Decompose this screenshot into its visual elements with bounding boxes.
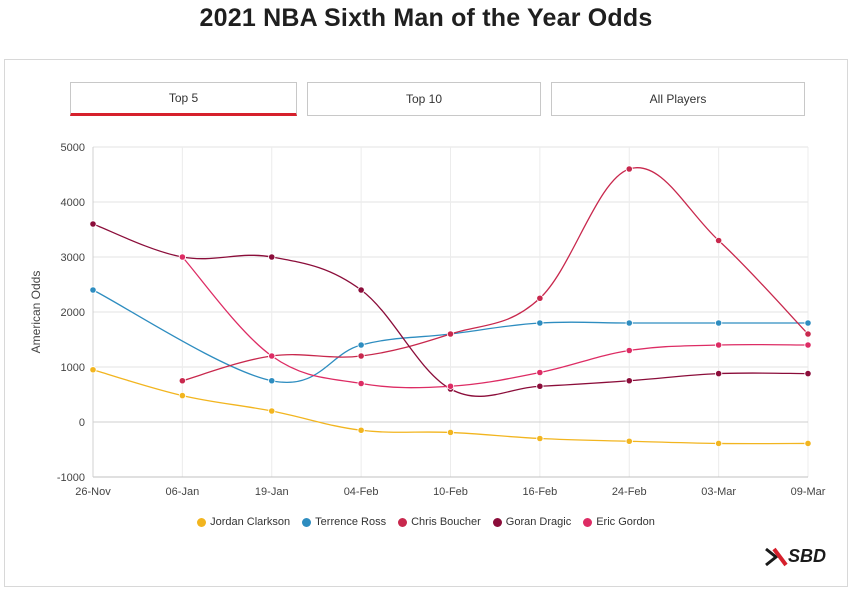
data-point-eric-gordon <box>536 368 544 377</box>
legend-item[interactable]: Goran Dragic <box>492 516 572 528</box>
y-tick-label: 2000 <box>61 307 85 319</box>
data-point-jordan-clarkson <box>625 437 633 445</box>
data-point-terrence-ross <box>804 319 812 327</box>
tab-top-10[interactable]: Top 10 <box>307 82 541 116</box>
y-tick-label: 1000 <box>61 362 85 374</box>
x-tick-label: 19-Jan <box>255 486 289 498</box>
data-point-goran-dragic <box>536 382 544 390</box>
data-point-jordan-clarkson <box>268 407 276 415</box>
data-point-jordan-clarkson <box>357 426 365 434</box>
data-point-eric-gordon <box>446 382 455 390</box>
data-point-terrence-ross <box>536 319 544 327</box>
data-point-jordan-clarkson <box>715 439 723 448</box>
legend-marker-icon <box>302 517 312 527</box>
x-tick-label: 04-Feb <box>344 486 379 498</box>
x-tick-label: 24-Feb <box>612 486 647 498</box>
y-tick-label: 5000 <box>61 142 85 154</box>
legend-item[interactable]: Chris Boucher <box>398 516 481 528</box>
tab-all-players[interactable]: All Players <box>551 82 805 116</box>
x-tick-label: 06-Jan <box>166 486 200 498</box>
data-point-goran-dragic <box>804 369 812 378</box>
tab-top-5[interactable]: Top 5 <box>70 82 297 116</box>
legend-item[interactable]: Jordan Clarkson <box>197 516 290 528</box>
data-point-eric-gordon <box>357 379 365 388</box>
legend-marker-icon <box>197 517 207 527</box>
data-point-chris-boucher <box>446 330 455 338</box>
data-point-jordan-clarkson <box>804 439 812 448</box>
y-tick-label: 0 <box>79 417 85 429</box>
data-point-chris-boucher <box>625 165 633 173</box>
data-point-eric-gordon <box>268 352 276 360</box>
data-point-goran-dragic <box>89 220 97 228</box>
x-tick-label: 03-Mar <box>701 486 736 498</box>
data-point-terrence-ross <box>625 319 633 327</box>
y-tick-label: -1000 <box>57 472 85 484</box>
tab-top-5-label: Top 5 <box>168 91 199 105</box>
legend-item[interactable]: Terrence Ross <box>302 516 386 528</box>
data-point-goran-dragic <box>268 253 276 261</box>
legend-label: Eric Gordon <box>596 516 655 528</box>
legend-marker-icon <box>583 517 593 527</box>
legend-label: Goran Dragic <box>505 516 572 528</box>
data-point-eric-gordon <box>178 253 186 261</box>
x-tick-label: 10-Feb <box>433 486 468 498</box>
data-point-terrence-ross <box>357 341 365 349</box>
tab-top-10-label: Top 10 <box>405 92 443 106</box>
data-point-chris-boucher <box>804 330 812 338</box>
chart-legend: Jordan Clarkson Terrence Ross Chris Bouche… <box>0 516 852 528</box>
x-tick-label: 16-Feb <box>522 486 557 498</box>
data-point-jordan-clarkson <box>446 428 455 437</box>
y-tick-label: 3000 <box>61 252 85 264</box>
sbd-logo: SBD <box>764 546 826 567</box>
page-title: 2021 NBA Sixth Man of the Year Odds <box>199 4 653 32</box>
data-point-jordan-clarkson <box>178 391 186 400</box>
data-point-terrence-ross <box>268 377 276 385</box>
data-point-chris-boucher <box>357 352 365 360</box>
series-line-terrence-ross <box>92 289 808 383</box>
data-point-goran-dragic <box>625 377 633 385</box>
legend-label: Chris Boucher <box>411 516 481 528</box>
data-point-terrence-ross <box>715 319 723 327</box>
data-point-eric-gordon <box>804 341 812 349</box>
y-tick-label: 4000 <box>61 197 85 209</box>
data-point-goran-dragic <box>715 369 723 378</box>
sbd-logo-text: SBD <box>787 546 826 566</box>
data-point-eric-gordon <box>715 341 723 349</box>
data-point-goran-dragic <box>357 286 365 294</box>
tab-all-players-label: All Players <box>649 92 707 106</box>
series-line-chris-boucher <box>182 167 809 382</box>
data-point-jordan-clarkson <box>536 434 544 443</box>
data-point-terrence-ross <box>89 286 97 294</box>
legend-label: Terrence Ross <box>315 516 387 528</box>
data-point-chris-boucher <box>536 294 544 302</box>
sbd-logo-icon <box>765 547 788 566</box>
data-point-jordan-clarkson <box>89 366 97 374</box>
y-axis-label: American Odds <box>29 271 43 354</box>
x-tick-label: 26-Nov <box>75 486 111 498</box>
legend-label: Jordan Clarkson <box>210 516 291 528</box>
legend-marker-icon <box>398 517 408 527</box>
data-point-chris-boucher <box>178 377 186 385</box>
x-tick-label: 09-Mar <box>791 486 826 498</box>
data-point-eric-gordon <box>625 346 633 355</box>
legend-marker-icon <box>492 517 502 527</box>
data-point-chris-boucher <box>715 236 723 245</box>
legend-item[interactable]: Eric Gordon <box>583 516 655 528</box>
